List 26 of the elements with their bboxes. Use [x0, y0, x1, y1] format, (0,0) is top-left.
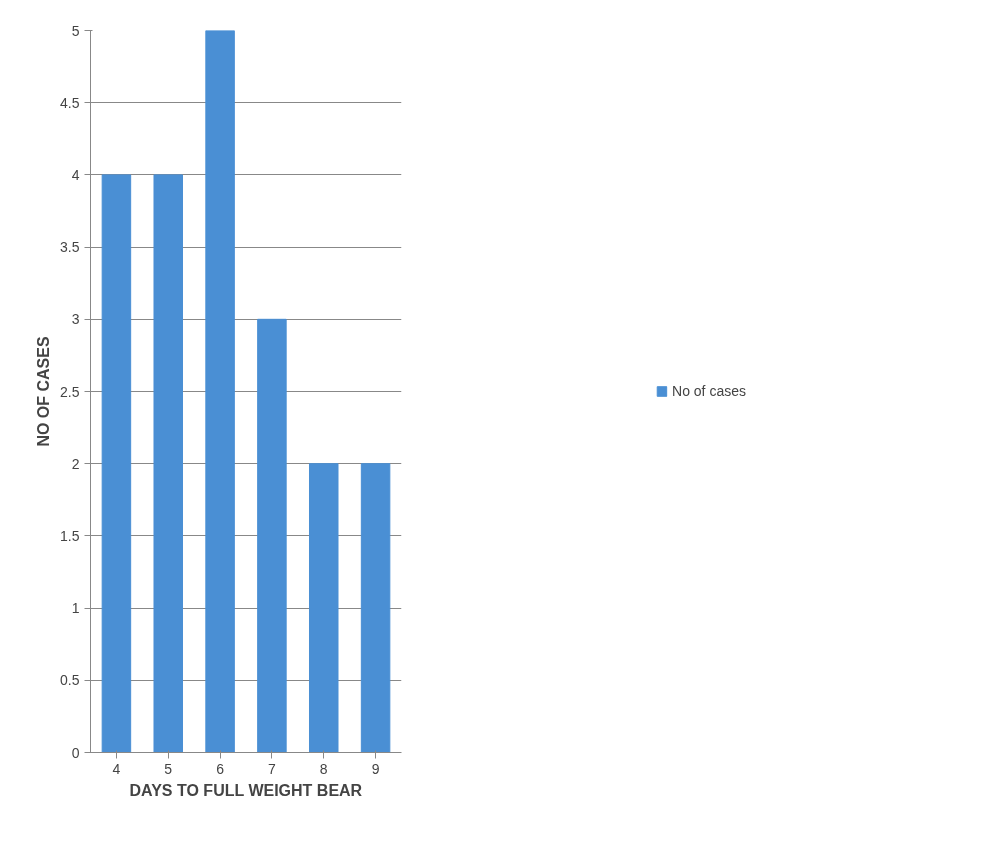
y-tick-label: 1.5 — [60, 527, 80, 544]
y-tick-label: 4.5 — [60, 94, 80, 111]
y-tick-label: 2.5 — [60, 383, 80, 400]
y-tick-label: 1 — [71, 600, 80, 617]
y-tick-label: 5 — [71, 22, 80, 39]
y-tick-label: 0.5 — [60, 672, 80, 689]
bar — [257, 318, 287, 753]
bar — [101, 174, 132, 753]
x-axis-title: DAYS TO FULL WEIGHT BEAR — [129, 781, 363, 799]
x-tick-label: 9 — [371, 760, 380, 777]
y-tick-label: 4 — [71, 166, 80, 183]
y-tick-label: 3 — [71, 311, 80, 328]
bar — [360, 463, 391, 753]
y-axis-title: NO OF CASES — [35, 336, 53, 447]
legend-label: No of cases — [672, 383, 746, 399]
y-tick-label: 3.5 — [60, 239, 80, 256]
bar — [153, 174, 183, 753]
bar — [309, 463, 339, 753]
x-tick-label: 8 — [319, 760, 328, 777]
bar — [205, 30, 235, 753]
y-tick-label: 2 — [71, 455, 80, 472]
x-tick-label: 5 — [164, 760, 173, 777]
x-tick-label: 4 — [112, 760, 121, 777]
x-tick-label: 7 — [268, 760, 277, 777]
y-tick-label: 0 — [71, 744, 80, 761]
x-tick-label: 6 — [216, 760, 225, 777]
